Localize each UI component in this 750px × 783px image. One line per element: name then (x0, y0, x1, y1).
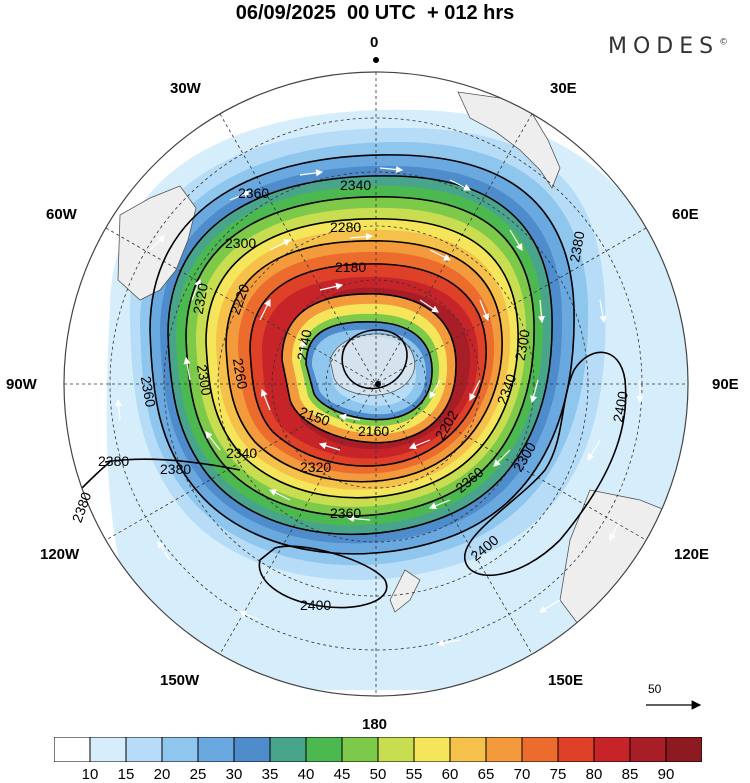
colorbar-swatch (125, 737, 163, 762)
contour-label: 2400 (300, 597, 331, 613)
modes-logo: MODES© (608, 34, 728, 59)
contour-label: 2380 (566, 230, 587, 264)
contour-label: 2340 (226, 445, 257, 461)
colorbar-tick-label: 85 (621, 766, 639, 783)
lon-label-150e: 150E (548, 672, 584, 689)
colorbar-tick-label: 65 (477, 766, 495, 783)
colorbar-swatch (54, 737, 91, 762)
colorbar-tick-label: 55 (405, 766, 423, 783)
wind-vectors (115, 165, 644, 647)
australia-outline (559, 489, 688, 661)
colorbar-swatch (521, 737, 559, 762)
contour-label: 2300 (194, 363, 215, 397)
lon-label-120w: 120W (40, 546, 80, 563)
lon-label-0: 0 (370, 34, 379, 51)
contour-label: 2280 (330, 219, 361, 235)
colorbar-tick-label: 50 (369, 766, 387, 783)
colorbar-swatch (593, 737, 631, 762)
copyright-mark: © (719, 37, 729, 48)
colorbar-tick-label: 75 (549, 766, 567, 783)
lon-label-90w: 90W (6, 376, 37, 393)
contour-label: 2160 (358, 423, 389, 439)
colorbar-tick-label: 70 (513, 766, 531, 783)
colorbar-tick-label: 45 (333, 766, 351, 783)
lon-label-60w: 60W (46, 206, 77, 223)
colorbar-tick-label: 80 (585, 766, 603, 783)
contour-label: 2360 (238, 185, 269, 201)
contour-label: 2300 (225, 235, 256, 251)
lon-label-150w: 150W (160, 672, 200, 689)
lon-label-30w: 30W (170, 80, 201, 97)
reference-vector-label: 50 (648, 682, 662, 696)
colorbar (54, 737, 702, 762)
contour-label: 2340 (340, 177, 371, 193)
lon-label-60e: 60E (672, 206, 699, 223)
map-title: 06/09/2025 00 UTC + 012 hrs (235, 2, 515, 24)
colorbar-tick-label: 30 (225, 766, 243, 783)
new-zealand-outline (389, 569, 421, 613)
colorbar-swatch (89, 737, 127, 762)
contour-label: 2360 (138, 375, 159, 409)
colorbar-swatch (629, 737, 667, 762)
colorbar-swatch (557, 737, 595, 762)
contour-label: 2360 (330, 505, 361, 521)
colorbar-tick-label: 10 (81, 766, 99, 783)
map-boundary (63, 71, 689, 697)
contour-label: 2400 (610, 390, 631, 424)
colorbar-swatch (233, 737, 271, 762)
colorbar-tick-label: 40 (297, 766, 315, 783)
contour-label: 2380 (98, 453, 129, 469)
contour-label: 2380 (160, 461, 191, 477)
colorbar-swatch (305, 737, 343, 762)
colorbar-tick-label: 35 (261, 766, 279, 783)
south-pole-marker (375, 381, 381, 387)
logo-text: MODES (608, 34, 720, 59)
colorbar-swatch (485, 737, 523, 762)
contour-label: 2180 (335, 259, 366, 275)
colorbar-swatch (269, 737, 307, 762)
colorbar-tick-label: 60 (441, 766, 459, 783)
colorbar-tick-label: 90 (657, 766, 675, 783)
contour-label: 2260 (230, 357, 251, 391)
colorbar-tick-label: 20 (153, 766, 171, 783)
contour-label: 2320 (300, 459, 331, 475)
colorbar-swatch (161, 737, 199, 762)
lon-label-180: 180 (362, 716, 388, 733)
colorbar-swatch (449, 737, 487, 762)
colorbar-swatch (665, 737, 702, 762)
colorbar-swatch (341, 737, 379, 762)
lon-label-90e: 90E (712, 376, 739, 393)
colorbar-swatch (413, 737, 451, 762)
height-contours (69, 154, 627, 609)
colorbar-swatch (377, 737, 415, 762)
contour-label: 2140 (294, 328, 315, 362)
contour-label: 2300 (512, 328, 533, 362)
colorbar-swatch (197, 737, 235, 762)
lon-label-120e: 120E (674, 546, 710, 563)
colorbar-tick-label: 15 (117, 766, 135, 783)
north-dot (373, 57, 379, 63)
colorbar-tick-label: 25 (189, 766, 207, 783)
contour-label: 2320 (190, 282, 211, 316)
lon-label-30e: 30E (550, 80, 577, 97)
